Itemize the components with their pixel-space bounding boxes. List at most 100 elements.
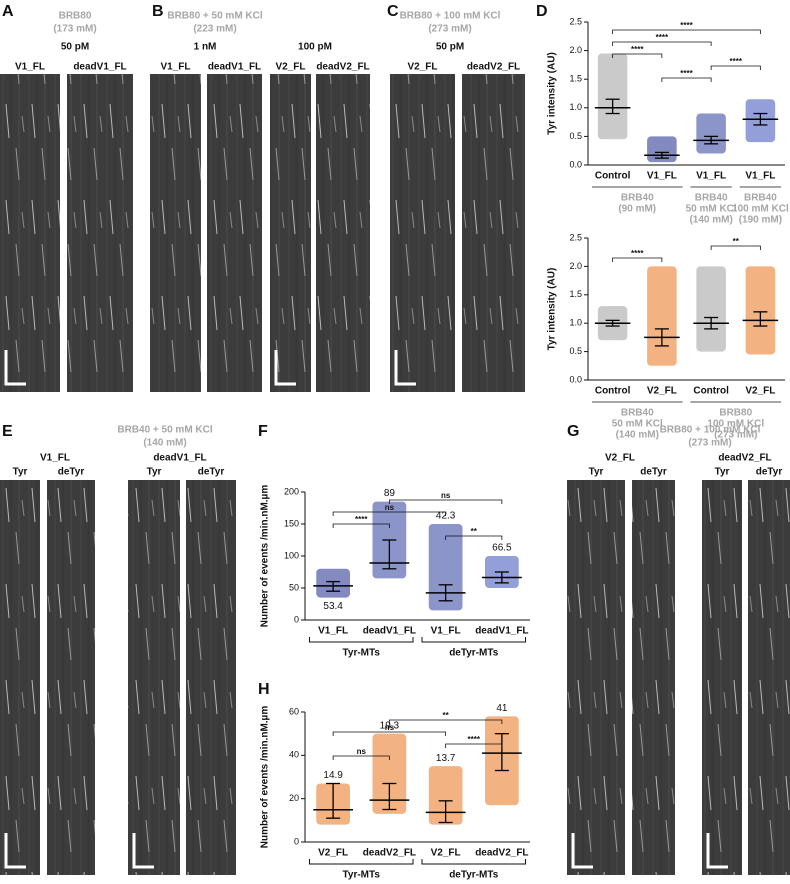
panel-letter: F [258,423,268,440]
category-label: Control [595,171,631,182]
y-axis-label: Number of events /min.nM.µm [260,706,271,849]
panel-letter: G [567,423,579,440]
sig-bracket [388,719,503,724]
lane-label: deadV1_FL [73,62,126,73]
point-cloud [745,266,776,355]
group-label: 100 mM KCl [707,419,764,430]
buffer-label: BRB40 + 50 mM KCl [117,425,213,436]
sig-bracket [388,499,503,504]
y-tick-label: 0.0 [569,374,582,384]
category-label: deadV1_FL [475,626,528,637]
group-label: (140 mM) [689,215,732,226]
group-label: deTyr-MTs [449,870,499,881]
y-tick-label: 0 [294,836,299,846]
y-tick-label: 1.5 [569,74,582,84]
category-label: V2_FL [318,848,348,859]
kymograph [207,74,262,392]
lane-label: V1_FL [160,62,190,73]
y-tick-label: 60 [289,706,299,716]
category-label: V1_FL [696,171,726,182]
sig-label: ** [733,237,740,246]
lane-label: Tyr [13,467,28,478]
y-tick-label: 2.5 [569,16,582,26]
condition-label: deadV2_FL [718,453,771,464]
panel-letter: A [2,3,14,20]
sig-label: **** [680,21,693,30]
group-label: (273 mM) [714,430,757,441]
median-label: 13.7 [436,753,456,764]
lane-label: Tyr [589,467,604,478]
scale-bar [274,350,296,386]
y-tick-label: 2.0 [569,45,582,55]
category-label: V1_FL [431,626,461,637]
buffer-label: BRB80 + 100 mM KCl [400,11,501,22]
point-cloud [647,266,677,366]
group-label: 50 mM KCl [686,204,737,215]
sig-label: **** [631,249,644,258]
category-label: deadV1_FL [363,626,416,637]
scale-bar [4,350,26,386]
point-cloud [696,266,726,352]
group-label: Tyr-MTs [343,648,381,659]
group-label: Tyr-MTs [343,870,381,881]
sig-bracket [710,65,761,70]
y-tick-label: 2.5 [569,232,582,242]
sig-bracket [612,29,761,34]
panel-letter: D [536,3,548,20]
lane-label: deTyr [640,467,667,478]
sig-bracket [445,743,503,748]
group-label: 50 mM KCl [612,419,663,430]
y-tick-label: 2.0 [569,261,582,271]
category-label: V2_FL [431,848,461,859]
lane-label: deadV2_FL [316,62,369,73]
group-label: BRB40 [744,193,777,204]
sig-label: **** [468,735,481,744]
kymograph [270,74,311,392]
y-tick-label: 0.0 [569,159,582,169]
kymograph [186,480,236,875]
sig-bracket [332,511,447,516]
y-tick-label: 0 [294,614,299,624]
median-label: 53.4 [323,601,343,612]
scale-bar [394,350,416,386]
lane-label: deadV2_FL [467,62,520,73]
scale-bar [4,833,26,869]
group-bracket [309,859,414,865]
group-label: BRB40 [621,408,654,419]
lane-label: deTyr [756,467,783,478]
sig-label: **** [631,45,644,54]
category-label: V1_FL [745,171,775,182]
category-label: V2_FL [745,386,775,397]
point-cloud [428,766,463,825]
median-label: 66.5 [492,543,512,554]
kymograph [462,74,525,392]
y-tick-label: 0.5 [569,131,582,141]
lane-label: V2_FL [407,62,437,73]
group-label: 100 mM KCl [732,204,789,215]
sig-bracket [612,257,663,262]
kymograph [0,480,40,875]
scale-bar [571,833,593,869]
buffer-label: (273 mM) [428,24,471,35]
point-cloud [372,733,407,814]
sig-bracket [332,755,390,760]
condition-label: V2_FL [605,453,635,464]
y-axis-label: Tyr intensity (AU) [547,268,558,351]
y-tick-label: 200 [284,486,299,496]
sig-bracket [612,41,712,46]
category-label: deadV2_FL [363,848,416,859]
y-axis-label: Tyr intensity (AU) [547,52,558,135]
sig-bracket [445,535,503,540]
y-axis-label: Number of events /min.nM.µm [260,485,271,628]
group-label: BRB80 [719,408,752,419]
sig-label: ns [357,747,367,756]
lane-label: deTyr [58,467,85,478]
buffer-label: BRB80 [59,11,92,22]
condition-label: 50 pM [436,42,464,53]
kymograph [567,480,625,875]
y-tick-label: 1.0 [569,318,582,328]
sig-bracket [332,731,447,736]
buffer-label: BRB80 + 100 mM KCl [660,425,761,436]
category-label: deadV2_FL [475,848,528,859]
